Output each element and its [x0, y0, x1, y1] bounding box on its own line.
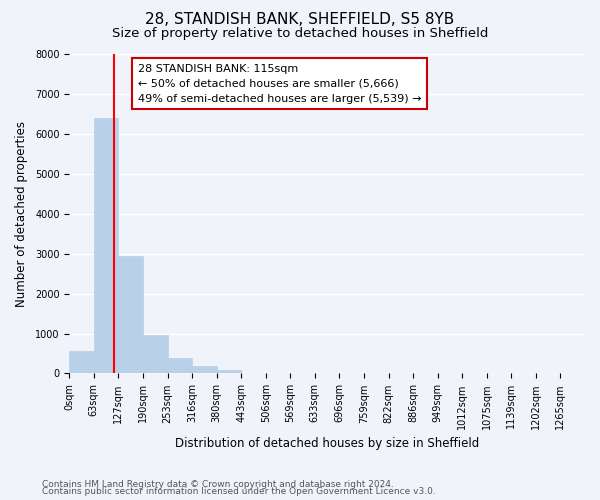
Text: Contains HM Land Registry data © Crown copyright and database right 2024.: Contains HM Land Registry data © Crown c…	[42, 480, 394, 489]
Bar	[118, 256, 143, 374]
Text: 28, STANDISH BANK, SHEFFIELD, S5 8YB: 28, STANDISH BANK, SHEFFIELD, S5 8YB	[145, 12, 455, 28]
Bar	[94, 118, 118, 374]
X-axis label: Distribution of detached houses by size in Sheffield: Distribution of detached houses by size …	[175, 437, 479, 450]
Bar	[143, 334, 167, 374]
Y-axis label: Number of detached properties: Number of detached properties	[15, 120, 28, 306]
Text: Contains public sector information licensed under the Open Government Licence v3: Contains public sector information licen…	[42, 487, 436, 496]
Bar	[167, 358, 192, 374]
Bar	[217, 370, 241, 374]
Bar	[192, 366, 217, 374]
Text: 28 STANDISH BANK: 115sqm
← 50% of detached houses are smaller (5,666)
49% of sem: 28 STANDISH BANK: 115sqm ← 50% of detach…	[138, 64, 422, 104]
Bar	[69, 351, 94, 374]
Text: Size of property relative to detached houses in Sheffield: Size of property relative to detached ho…	[112, 28, 488, 40]
